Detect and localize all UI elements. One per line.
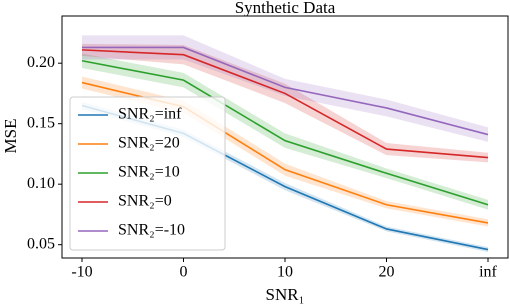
plot-frame <box>61 15 509 259</box>
error-band <box>82 43 488 163</box>
legend-label: SNR₂=20 <box>118 135 180 152</box>
y-tick-label: 0.10 <box>27 175 55 192</box>
line <box>81 49 489 159</box>
x-tick-label: -10 <box>71 264 92 281</box>
line <box>82 46 489 136</box>
error-band <box>82 35 488 142</box>
y-tick-label: 0.20 <box>27 54 55 71</box>
x-tick-label: 0 <box>180 264 188 281</box>
x-tick-label: 20 <box>379 264 395 281</box>
legend-label: SNR₂=-10 <box>118 222 185 239</box>
legend-box <box>69 96 226 251</box>
y-axis-label: MSE <box>1 119 20 154</box>
legend-label: SNR₂=0 <box>118 193 172 210</box>
legend-label: SNR₂=10 <box>118 164 180 181</box>
y-tick-label: 0.15 <box>27 114 55 131</box>
legend-label: SNR₂=inf <box>118 106 182 123</box>
error-band <box>82 53 488 210</box>
chart-title: Synthetic Data <box>235 0 336 17</box>
line <box>81 59 489 206</box>
x-axis-label: SNR₁ <box>266 285 305 304</box>
y-tick-label: 0.05 <box>27 235 55 252</box>
x-tick-label: inf <box>479 264 497 281</box>
x-tick-label: 10 <box>277 264 293 281</box>
